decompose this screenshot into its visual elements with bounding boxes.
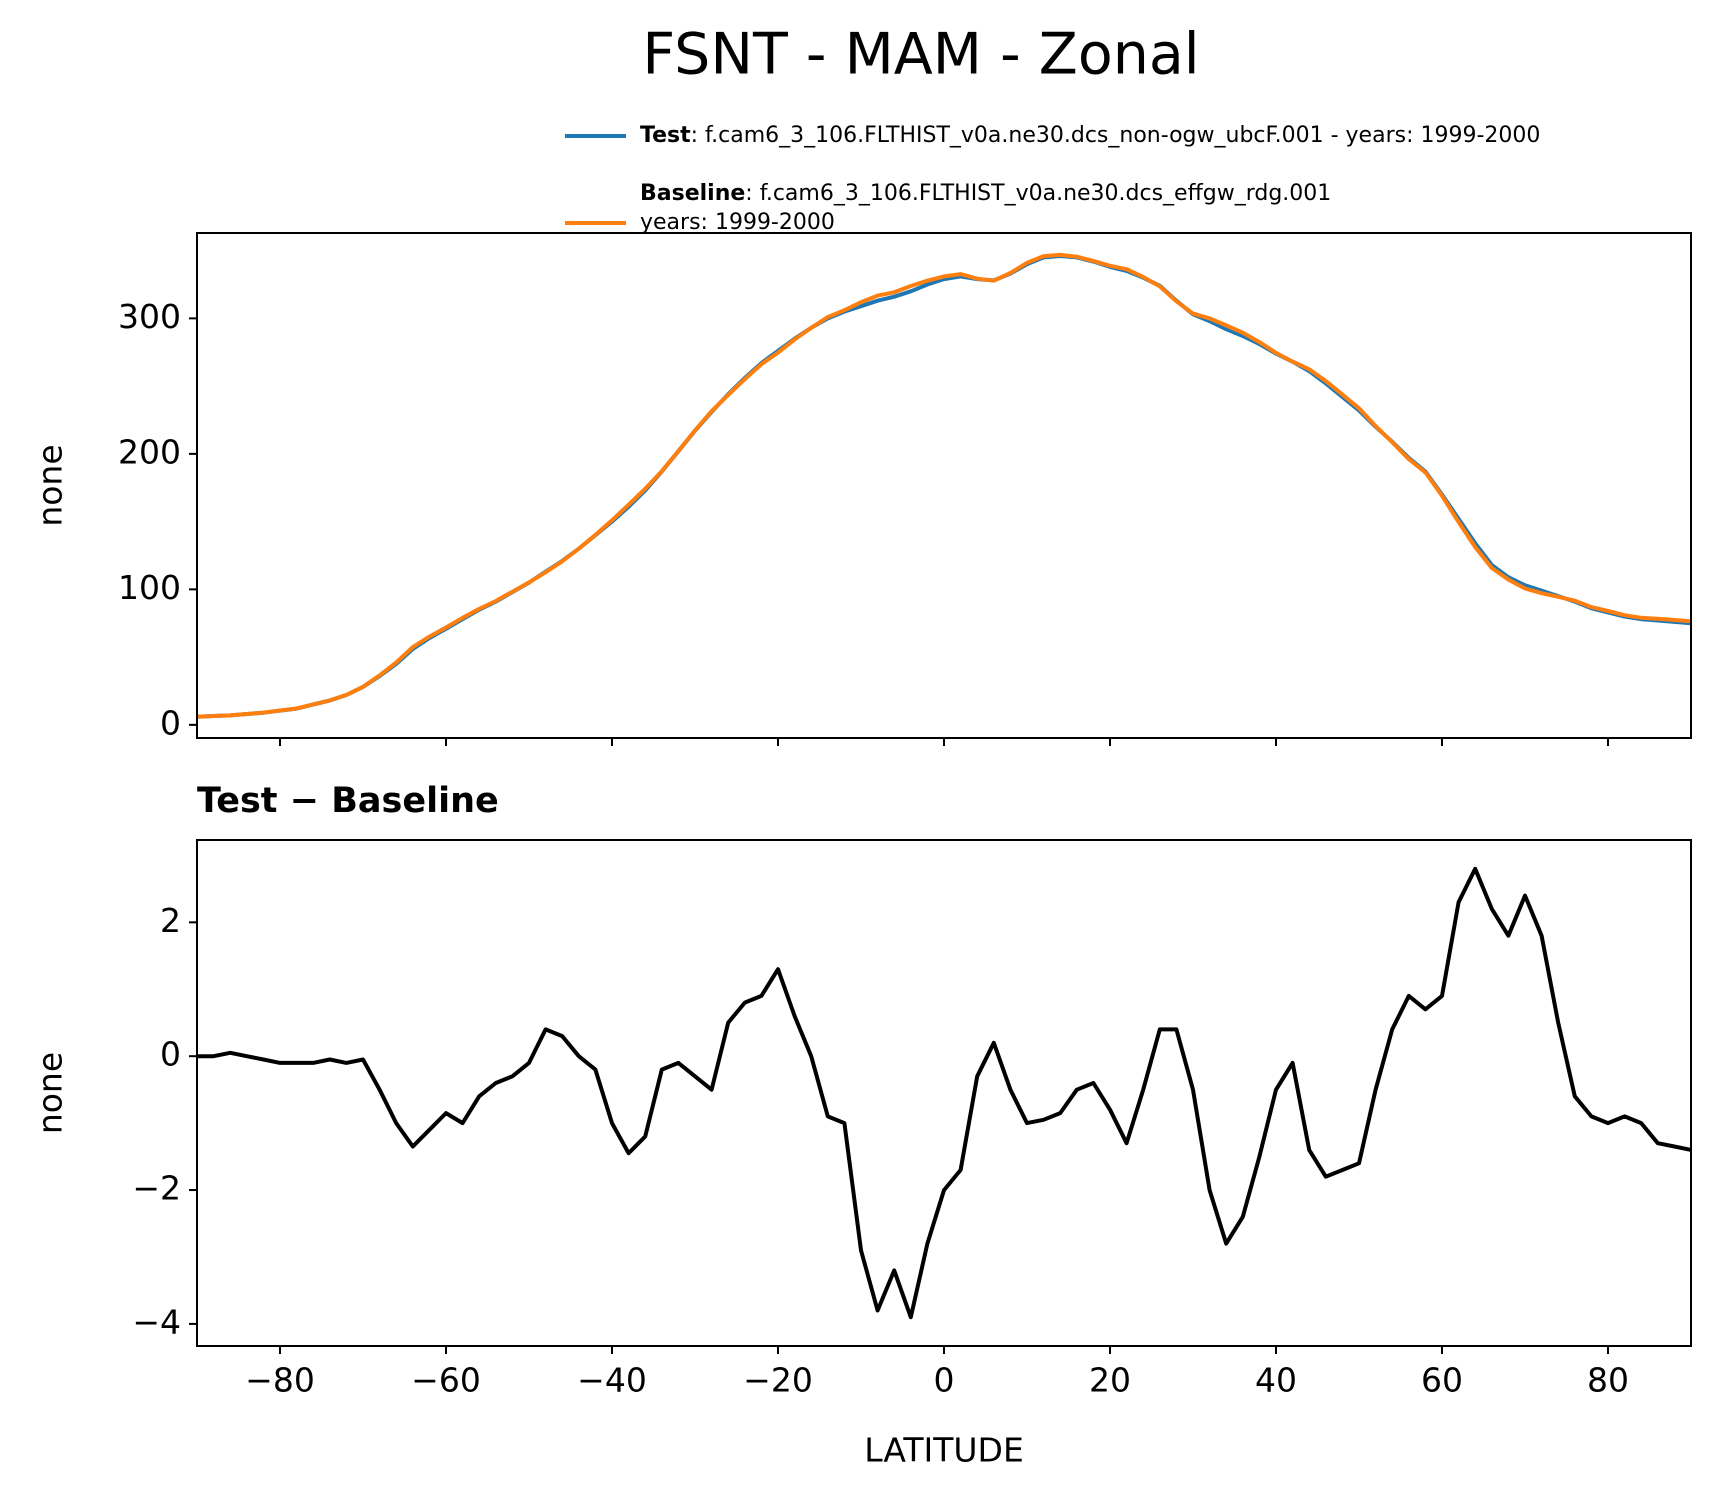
x-tick-label: −40	[577, 1361, 647, 1400]
legend-description: : f.cam6_3_106.FLTHIST_v0a.ne30.dcs_non-…	[691, 123, 1541, 148]
y-tick-label: 300	[118, 297, 181, 336]
y-tick-label: 0	[160, 703, 181, 742]
x-tick-label: −20	[743, 1361, 813, 1400]
y-tick-label: 0	[160, 1035, 181, 1074]
x-tick-label: 20	[1089, 1361, 1131, 1400]
x-tick-label: −60	[411, 1361, 481, 1400]
x-tick-label: 0	[934, 1361, 955, 1400]
x-tick-label: −80	[245, 1361, 315, 1400]
y-tick-label: 200	[118, 432, 181, 471]
x-axis-label: LATITUDE	[864, 1431, 1024, 1470]
legend-name: Test	[640, 123, 691, 148]
legend-name: Baseline	[640, 181, 745, 206]
data-line	[197, 866, 1691, 1320]
legend-label: Baseline: f.cam6_3_106.FLTHIST_v0a.ne30.…	[640, 181, 1331, 206]
axes-frame	[196, 232, 1692, 739]
legend-description: years: 1999-2000	[640, 210, 835, 235]
data-line	[197, 254, 1691, 719]
x-tick-label: 60	[1421, 1361, 1463, 1400]
axes-frame	[196, 839, 1692, 1347]
figure-title: FSNT - MAM - Zonal	[642, 22, 1199, 88]
legend-label: Test: f.cam6_3_106.FLTHIST_v0a.ne30.dcs_…	[640, 123, 1540, 148]
y-axis-label: none	[31, 444, 70, 526]
data-line	[197, 252, 1691, 719]
x-tick-label: 40	[1255, 1361, 1297, 1400]
plot-area	[197, 252, 1691, 719]
plot-area	[197, 866, 1691, 1320]
legend-description: : f.cam6_3_106.FLTHIST_v0a.ne30.dcs_effg…	[745, 181, 1331, 206]
y-tick-label: −2	[132, 1169, 181, 1208]
y-tick-label: −4	[132, 1302, 181, 1341]
y-axis-label: none	[31, 1052, 70, 1134]
axes-title: Test − Baseline	[197, 781, 499, 821]
y-tick-label: 2	[160, 901, 181, 940]
y-tick-label: 100	[118, 568, 181, 607]
x-tick-label: 80	[1587, 1361, 1629, 1400]
